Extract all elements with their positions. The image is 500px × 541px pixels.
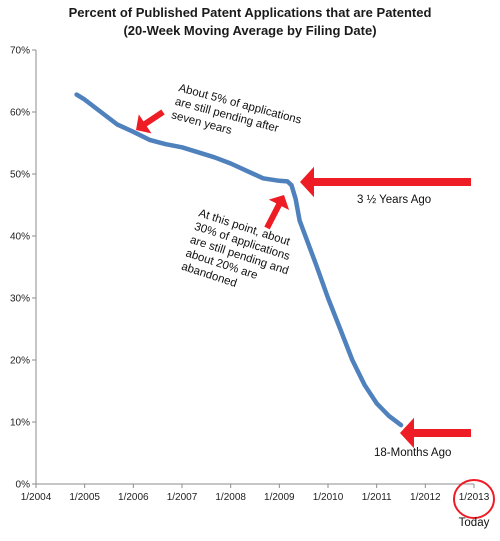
y-tick-label: 40% [10, 232, 30, 243]
annotation-arrows [136, 110, 471, 449]
arrow-three-and-half-years-ago [300, 167, 471, 197]
label-three-and-half-years-ago: 3 ½ Years Ago [357, 194, 431, 206]
y-tick-label: 10% [10, 418, 30, 429]
y-axis-ticks: 0% 10% 20% 30% 40% 50% 60% 70% [10, 46, 36, 491]
arrow-eighteen-months-ago [400, 418, 471, 448]
x-tick-label: 1/2013 [459, 492, 490, 503]
annotation-thirty-percent-pending: At this point, about 30% of applications… [180, 207, 302, 304]
x-tick-label: 1/2008 [215, 492, 246, 503]
label-eighteen-months-ago: 18-Months Ago [374, 447, 451, 459]
y-tick-label: 60% [10, 108, 30, 119]
x-tick-label: 1/2010 [313, 492, 344, 503]
y-tick-label: 0% [16, 480, 31, 491]
x-tick-label: 1/2011 [362, 492, 392, 503]
x-tick-label: 1/2004 [21, 492, 52, 503]
x-tick-label: 1/2005 [69, 492, 100, 503]
x-tick-label: 1/2006 [118, 492, 149, 503]
arrow-pending-seven-years [136, 110, 165, 134]
y-tick-label: 20% [10, 356, 30, 367]
x-tick-label: 1/2009 [264, 492, 295, 503]
x-tick-label: 1/2007 [167, 492, 198, 503]
arrow-thirty-percent-pending [264, 195, 289, 229]
y-tick-label: 70% [10, 46, 30, 57]
x-axis-ticks: 1/2004 1/2005 1/2006 1/2007 1/2008 1/2009 1/20… [21, 484, 490, 503]
label-today: Today [459, 517, 490, 529]
annotation-pending-seven-years: About 5% of applications are still pendi… [170, 82, 306, 154]
y-tick-label: 30% [10, 294, 30, 305]
x-tick-label: 1/2012 [410, 492, 441, 503]
y-tick-label: 50% [10, 170, 30, 181]
